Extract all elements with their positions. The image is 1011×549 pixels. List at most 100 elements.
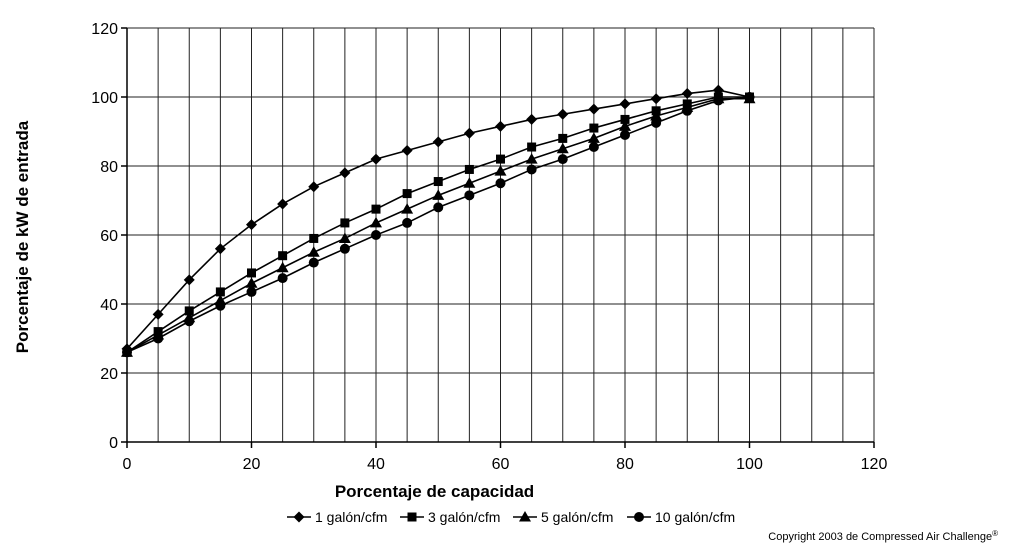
axes: 0 20 40 60 80 100 120 0 20 40 60 80 100 120: [91, 21, 887, 473]
legend-marker-square: [407, 512, 417, 522]
registered-mark: ®: [992, 529, 998, 538]
data-point-triangle: [276, 261, 289, 273]
x-tick-label: 120: [861, 456, 888, 473]
data-point-diamond: [463, 127, 475, 139]
data-point-square: [371, 204, 381, 214]
data-point-square: [464, 164, 474, 174]
data-point-diamond: [183, 274, 195, 286]
data-point-diamond: [495, 120, 506, 132]
legend-marker-triangle: [519, 511, 531, 522]
data-point-square: [309, 233, 319, 243]
data-point-circle: [277, 273, 288, 284]
x-axis-title: Porcentaje de capacidad: [335, 482, 534, 501]
data-point-circle: [433, 202, 444, 213]
legend-item: 3 galón/cfm: [400, 509, 500, 525]
y-tick-label: 0: [109, 435, 118, 452]
data-point-square: [589, 123, 599, 133]
data-point-circle: [682, 105, 693, 116]
series-diamond: [121, 84, 755, 355]
data-point-circle: [526, 164, 537, 175]
data-point-triangle: [463, 177, 476, 188]
data-point-triangle: [307, 246, 320, 257]
data-point-triangle: [587, 132, 600, 143]
data-point-diamond: [681, 88, 693, 100]
data-point-diamond: [152, 308, 164, 320]
data-point-diamond: [432, 136, 444, 148]
legend-label: 10 galón/cfm: [655, 509, 735, 525]
data-point-diamond: [214, 243, 226, 255]
data-point-triangle: [338, 232, 351, 243]
x-tick-label: 100: [736, 456, 763, 473]
data-point-circle: [464, 190, 475, 201]
legend-label: 1 galón/cfm: [315, 509, 387, 525]
data-point-square: [558, 133, 568, 143]
data-point-diamond: [277, 198, 289, 210]
data-point-circle: [651, 117, 662, 128]
data-point-square: [278, 251, 288, 261]
data-point-triangle: [525, 153, 538, 164]
data-point-circle: [122, 347, 132, 358]
data-point-square: [496, 154, 505, 164]
data-point-circle: [557, 154, 568, 165]
data-point-circle: [246, 286, 257, 297]
legend-item: 5 galón/cfm: [513, 509, 613, 525]
copyright-text: Copyright 2003 de Compressed Air Challen…: [768, 531, 992, 543]
data-point-diamond: [526, 113, 538, 125]
data-point-square: [184, 306, 194, 316]
legend-item: 10 galón/cfm: [627, 509, 735, 525]
data-point-diamond: [308, 181, 320, 193]
series-circle: [122, 92, 755, 358]
data-point-diamond: [370, 153, 382, 165]
y-tick-label: 60: [100, 228, 118, 245]
data-point-circle: [308, 257, 319, 268]
data-point-square: [340, 218, 350, 228]
x-tick-label: 20: [243, 456, 261, 473]
y-tick-label: 40: [100, 297, 118, 314]
data-point-square: [247, 268, 256, 278]
data-point-triangle: [556, 142, 569, 154]
y-tick-label: 80: [100, 159, 118, 176]
data-point-circle: [371, 230, 381, 240]
series-group: [121, 84, 756, 358]
data-point-diamond: [557, 108, 569, 120]
data-point-square: [215, 287, 225, 297]
y-axis-title: Porcentaje de kW de entrada: [13, 120, 32, 353]
data-point-triangle: [619, 120, 631, 131]
legend-item: 1 galón/cfm: [287, 509, 387, 525]
data-point-square: [402, 189, 412, 199]
data-point-triangle: [245, 277, 258, 288]
data-point-triangle: [494, 165, 507, 176]
data-point-diamond: [246, 219, 257, 231]
x-tick-label: 0: [123, 456, 132, 473]
data-point-triangle: [370, 216, 382, 228]
data-point-circle: [588, 142, 599, 153]
data-point-triangle: [650, 109, 663, 121]
legend-marker-diamond: [293, 511, 305, 523]
data-point-diamond: [650, 93, 662, 105]
data-point-circle: [744, 92, 755, 102]
legend-marker-circle: [634, 512, 644, 522]
legend-label: 3 galón/cfm: [428, 509, 500, 525]
data-point-square: [433, 177, 443, 187]
data-point-diamond: [619, 98, 631, 110]
y-tick-label: 100: [91, 90, 118, 107]
data-point-triangle: [401, 203, 414, 214]
data-point-diamond: [401, 144, 413, 156]
data-point-diamond: [339, 167, 351, 179]
data-point-diamond: [588, 103, 600, 115]
data-point-circle: [713, 95, 724, 106]
copyright-notice: Copyright 2003 de Compressed Air Challen…: [768, 529, 998, 544]
legend-label: 5 galón/cfm: [541, 509, 613, 525]
data-point-circle: [215, 300, 226, 311]
x-tick-label: 60: [492, 456, 510, 473]
x-tick-label: 40: [367, 456, 385, 473]
legend: 1 galón/cfm 3 galón/cfm 5 galón/cfm 10 galó…: [287, 509, 735, 525]
data-point-circle: [495, 178, 506, 189]
data-point-circle: [620, 129, 630, 140]
data-point-square: [620, 114, 630, 124]
y-tick-label: 20: [100, 366, 118, 383]
data-point-circle: [402, 217, 413, 228]
data-point-circle: [184, 316, 195, 327]
